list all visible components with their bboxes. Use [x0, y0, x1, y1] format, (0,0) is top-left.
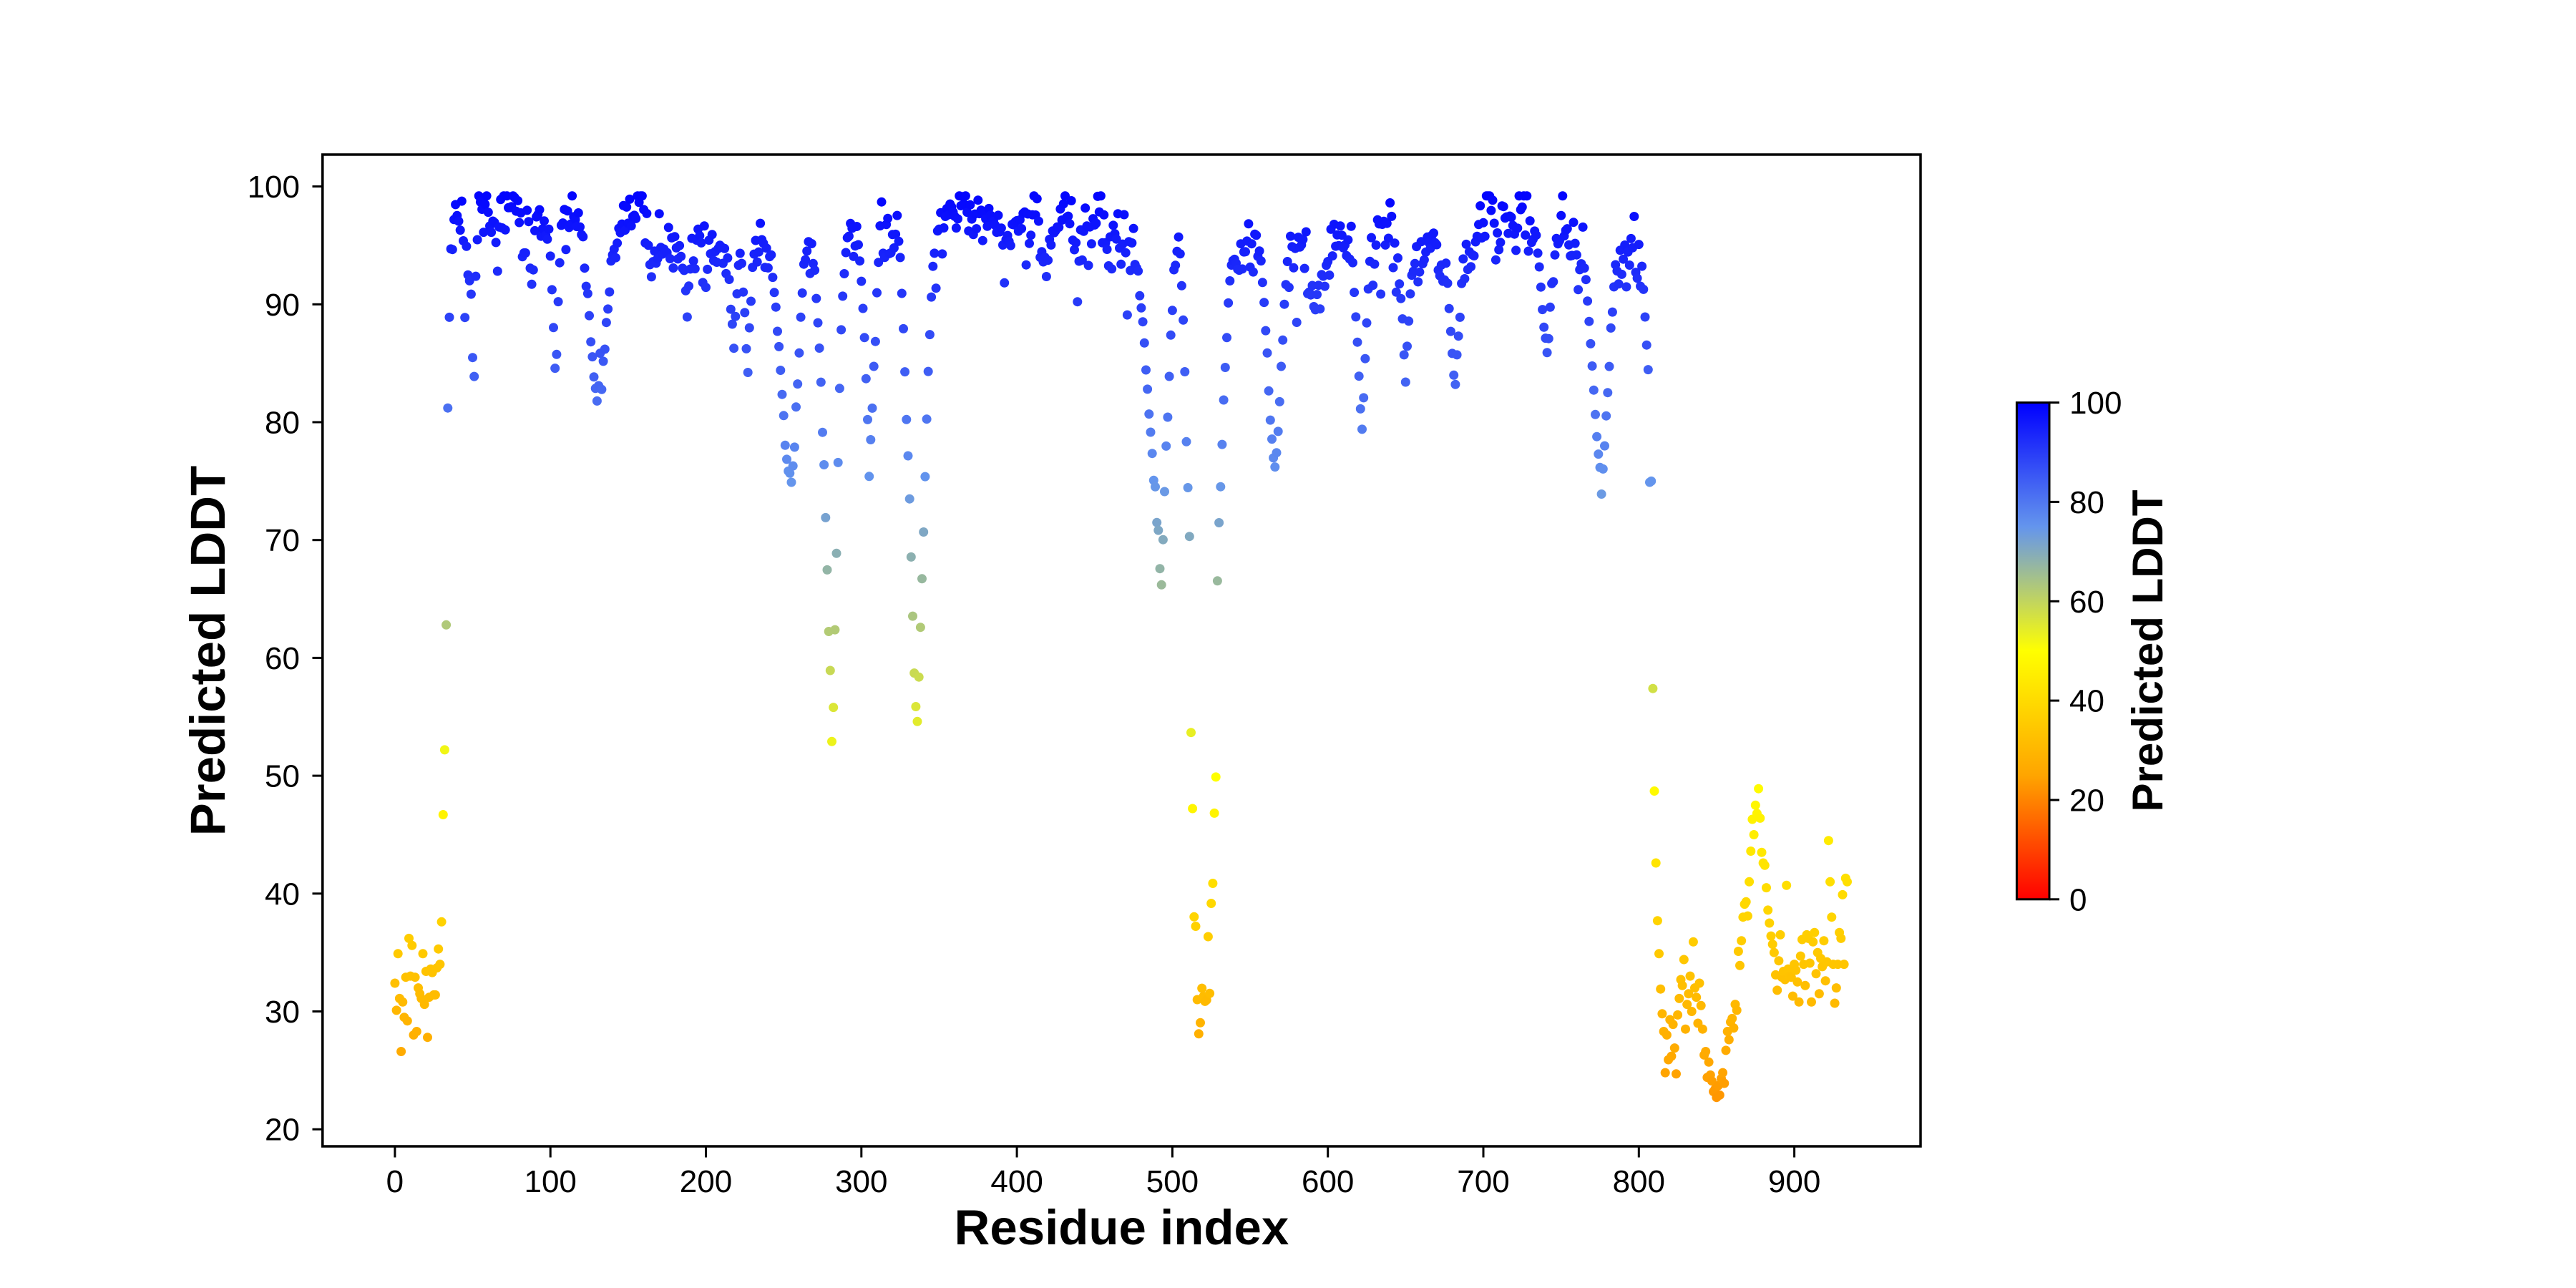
- svg-text:100: 100: [248, 170, 300, 205]
- svg-text:20: 20: [2069, 784, 2104, 819]
- svg-text:40: 40: [2069, 684, 2104, 719]
- svg-text:400: 400: [990, 1164, 1043, 1199]
- svg-text:70: 70: [265, 523, 300, 558]
- svg-text:200: 200: [680, 1164, 732, 1199]
- svg-text:900: 900: [1768, 1164, 1820, 1199]
- svg-text:Predicted LDDT: Predicted LDDT: [2124, 489, 2172, 811]
- svg-text:100: 100: [524, 1164, 576, 1199]
- svg-text:60: 60: [2069, 585, 2104, 620]
- svg-text:800: 800: [1613, 1164, 1665, 1199]
- svg-text:Predicted LDDT: Predicted LDDT: [180, 466, 235, 836]
- svg-text:100: 100: [2069, 386, 2122, 421]
- svg-text:80: 80: [265, 406, 300, 441]
- svg-text:40: 40: [265, 877, 300, 912]
- svg-text:20: 20: [265, 1113, 300, 1148]
- svg-text:600: 600: [1302, 1164, 1354, 1199]
- svg-text:500: 500: [1146, 1164, 1199, 1199]
- svg-text:90: 90: [265, 288, 300, 323]
- svg-text:50: 50: [265, 759, 300, 794]
- svg-text:30: 30: [265, 995, 300, 1030]
- svg-text:0: 0: [2069, 882, 2087, 917]
- svg-text:60: 60: [265, 641, 300, 676]
- svg-text:Residue index: Residue index: [954, 1200, 1289, 1255]
- svg-text:300: 300: [835, 1164, 887, 1199]
- svg-text:0: 0: [386, 1164, 404, 1199]
- svg-text:700: 700: [1457, 1164, 1509, 1199]
- svg-text:80: 80: [2069, 485, 2104, 520]
